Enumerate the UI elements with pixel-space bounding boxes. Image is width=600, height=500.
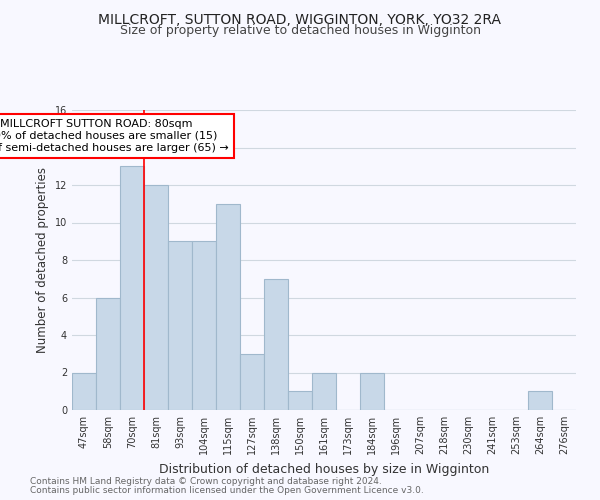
Bar (216, 204, 240, 410)
Bar (168, 242, 192, 410)
Text: MILLCROFT, SUTTON ROAD, WIGGINTON, YORK, YO32 2RA: MILLCROFT, SUTTON ROAD, WIGGINTON, YORK,… (98, 12, 502, 26)
Bar (72, 372, 96, 410)
X-axis label: Distribution of detached houses by size in Wigginton: Distribution of detached houses by size … (159, 462, 489, 475)
Text: MILLCROFT SUTTON ROAD: 80sqm
← 19% of detached houses are smaller (15)
81% of se: MILLCROFT SUTTON ROAD: 80sqm ← 19% of de… (0, 120, 229, 152)
Bar (360, 372, 384, 410)
Bar (288, 391, 312, 410)
Bar (528, 391, 552, 410)
Bar (120, 166, 144, 410)
Bar (96, 298, 120, 410)
Text: Size of property relative to detached houses in Wigginton: Size of property relative to detached ho… (119, 24, 481, 37)
Bar (264, 279, 288, 410)
Text: Contains HM Land Registry data © Crown copyright and database right 2024.: Contains HM Land Registry data © Crown c… (30, 477, 382, 486)
Bar (240, 354, 264, 410)
Bar (144, 185, 168, 410)
Bar (192, 242, 216, 410)
Bar (312, 372, 336, 410)
Y-axis label: Number of detached properties: Number of detached properties (36, 167, 49, 353)
Text: Contains public sector information licensed under the Open Government Licence v3: Contains public sector information licen… (30, 486, 424, 495)
